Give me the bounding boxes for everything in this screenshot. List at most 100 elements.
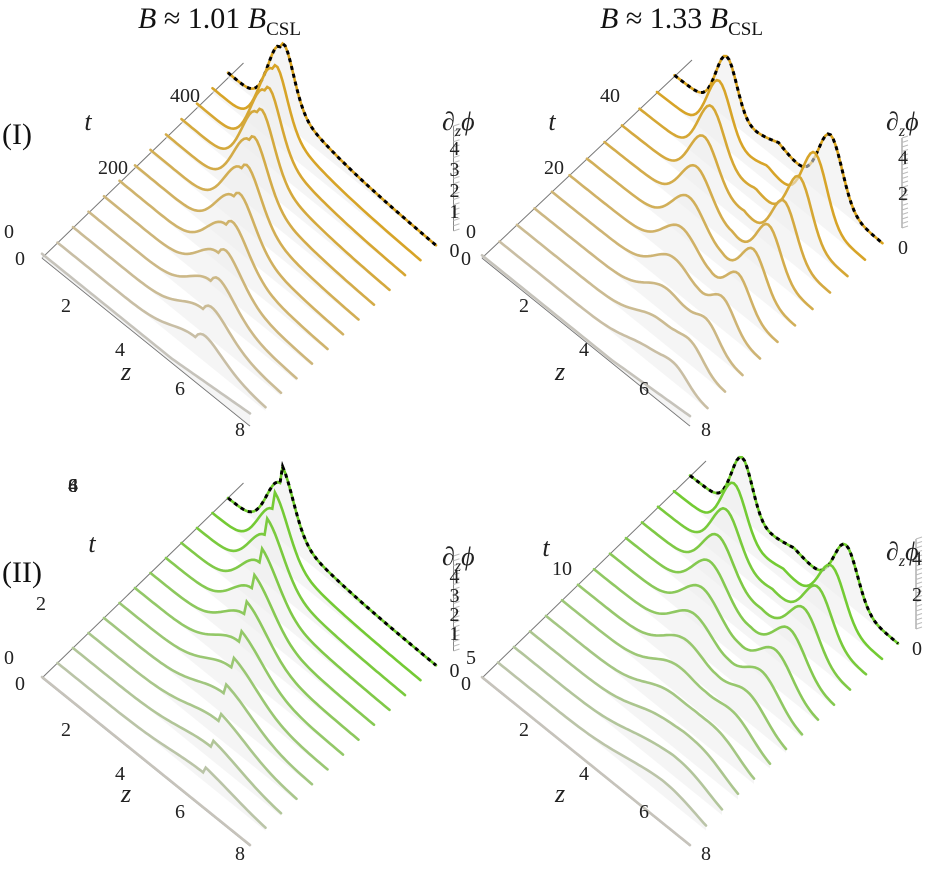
phi-tick-label: 3 (450, 585, 460, 607)
series-line (71, 646, 283, 815)
phi-minor-tick (915, 572, 923, 576)
phi-minor-tick (915, 604, 923, 607)
series-line (180, 107, 391, 292)
series-line (528, 630, 740, 796)
t-tick-label: 400 (170, 85, 200, 107)
series-line (118, 601, 329, 771)
phi-minor-tick (901, 167, 909, 170)
series-line (56, 241, 267, 409)
phi-minor-tick (453, 586, 460, 590)
title-left-ratio: ≈ 1.01 (163, 2, 241, 35)
series-line (656, 505, 868, 676)
z-tick-label: 2 (61, 719, 71, 741)
phi-minor-tick (453, 149, 460, 153)
series-line (560, 599, 772, 765)
t-tick-label: 0 (466, 221, 476, 243)
phi-axis-phi: ϕ (905, 537, 918, 566)
phi-axis-sub: z (898, 553, 906, 570)
phi-minor-tick (453, 563, 460, 566)
phi-tick-label: 4 (450, 566, 460, 588)
series-line (195, 85, 407, 277)
phi-minor-tick (901, 140, 909, 143)
t-tick-label: 20 (544, 157, 564, 179)
phi-minor-tick (901, 221, 909, 224)
phi-minor-tick (453, 191, 460, 195)
title-left-b2: B (247, 2, 267, 35)
series-line (40, 252, 252, 415)
row-label-i: (I) (2, 118, 32, 151)
phi-axis-phi: ϕ (905, 107, 918, 136)
z-axis-label: z (120, 357, 131, 386)
z-tick-label: 0 (461, 248, 471, 270)
row-label-ii: (II) (2, 556, 42, 589)
t-axis-label: t (84, 107, 92, 136)
phi-minor-tick (901, 149, 909, 152)
phi-minor-tick (901, 198, 909, 202)
z-axis-label: z (554, 357, 565, 386)
phi-minor-tick (915, 626, 923, 630)
phi-minor-tick (453, 639, 460, 642)
title-left: B ≈ 1.01 BCSL (138, 2, 301, 41)
phi-minor-tick (915, 554, 923, 558)
z-tick-label: 4 (579, 339, 589, 361)
series-line (118, 179, 329, 351)
phi-minor-tick (453, 648, 460, 652)
phi-minor-tick (453, 134, 460, 137)
phi-minor-tick (901, 185, 909, 188)
series-line (87, 210, 298, 380)
title-left-sub: CSL (266, 19, 301, 40)
phi-minor-tick (915, 568, 923, 571)
dashed-final-profile (227, 41, 437, 247)
phi-tick-label: 0 (912, 638, 922, 660)
series-line (576, 583, 788, 751)
phi-minor-tick (915, 586, 923, 589)
phi-axis-phi: ϕ (461, 542, 474, 571)
phi-minor-tick (453, 202, 460, 206)
dashed-final-profile (689, 455, 899, 645)
t-tick-label: 0 (4, 647, 14, 669)
phi-minor-tick (915, 577, 923, 580)
series-line (480, 675, 692, 847)
phi-tick-label: 0 (898, 237, 908, 259)
phi-minor-tick (453, 558, 460, 562)
z-tick-label: 6 (175, 378, 185, 400)
phi-minor-tick (453, 605, 460, 609)
phi-minor-tick (453, 186, 460, 190)
z-tick-label: 4 (115, 763, 125, 785)
phi-minor-tick (915, 617, 923, 621)
phi-minor-tick (915, 595, 923, 598)
series-line (603, 140, 814, 311)
t-tick-label: 6 (68, 475, 78, 497)
z-tick-label: 4 (115, 339, 125, 361)
series-line (149, 571, 360, 741)
phi-minor-tick (915, 550, 923, 553)
series-line (640, 521, 852, 691)
phi-minor-tick (453, 643, 460, 647)
phi-minor-tick (915, 608, 923, 612)
phi-minor-tick (915, 536, 923, 540)
phi-tick-label: 3 (450, 159, 460, 181)
phi-minor-tick (453, 591, 460, 595)
phi-minor-tick (453, 155, 460, 158)
phi-tick-label: 2 (450, 180, 460, 202)
phi-tick-label: 2 (912, 584, 922, 606)
phi-minor-tick (453, 128, 460, 132)
phi-minor-tick (901, 203, 909, 206)
z-tick-label: 8 (701, 843, 711, 865)
phi-axis-label: ∂zϕ (442, 107, 475, 140)
series-line (87, 631, 298, 801)
series-line (608, 552, 820, 721)
phi-minor-tick (915, 563, 923, 567)
series-line (211, 63, 422, 262)
z-tick-label: 8 (235, 419, 245, 441)
phi-minor-tick (453, 228, 460, 232)
phi-tick-label: 4 (898, 147, 908, 169)
series-line (655, 78, 867, 261)
phi-minor-tick (915, 581, 923, 585)
z-tick-label: 4 (579, 763, 589, 785)
phi-minor-tick (453, 624, 460, 628)
z-tick-label: 6 (175, 801, 185, 823)
phi-minor-tick (901, 180, 909, 184)
phi-minor-tick (453, 620, 460, 623)
